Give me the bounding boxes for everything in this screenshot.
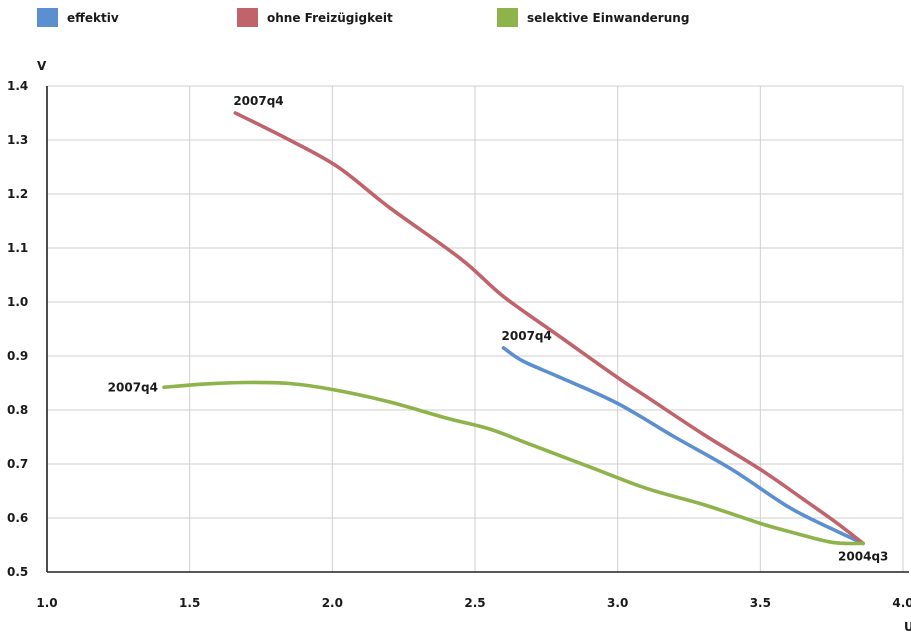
y-tick-label: 0.5 xyxy=(7,565,28,579)
y-tick-label: 1.3 xyxy=(7,133,28,147)
annotation-label: 2007q4 xyxy=(108,380,158,394)
x-tick-label: 2.0 xyxy=(322,596,343,610)
series-line-3 xyxy=(162,380,865,546)
legend-swatch xyxy=(497,8,518,27)
x-axis-label: U xyxy=(904,620,911,634)
annotation-label: 2007q4 xyxy=(233,94,283,108)
legend-label: selektive Einwanderung xyxy=(527,11,689,25)
x-tick-label: 1.0 xyxy=(36,596,57,610)
x-tick-label: 3.5 xyxy=(750,596,771,610)
x-tick-label: 1.5 xyxy=(179,596,200,610)
y-tick-label: 1.1 xyxy=(7,241,28,255)
axes: 1.0 1.5 2.0 2.5 3.0 3.5 4.0 0.5 0.6 0.7 0.8 0.9 1.0 1… xyxy=(7,79,911,610)
annotation-label: 2007q4 xyxy=(502,329,552,343)
legend-label: effektiv xyxy=(67,11,119,25)
y-tick-label: 0.8 xyxy=(7,403,28,417)
y-axis-label: V xyxy=(37,59,47,73)
legend-swatch xyxy=(237,8,258,27)
legend: effektiv ohne Freizügigkeit selektive Einw… xyxy=(37,8,689,27)
x-tick-label: 3.0 xyxy=(607,596,628,610)
x-tick-label: 2.5 xyxy=(464,596,485,610)
legend-swatch xyxy=(37,8,58,27)
y-tick-label: 0.6 xyxy=(7,511,28,525)
x-tick-label: 4.0 xyxy=(892,596,911,610)
legend-label: ohne Freizügigkeit xyxy=(267,11,393,25)
grid xyxy=(47,85,904,572)
series-line-1 xyxy=(501,346,865,546)
annotations: 2007q4 2007q4 2007q4 2004q3 xyxy=(108,94,889,563)
y-tick-label: 0.7 xyxy=(7,457,28,471)
y-tick-label: 0.9 xyxy=(7,349,28,363)
y-tick-label: 1.4 xyxy=(7,79,28,93)
y-tick-label: 1.2 xyxy=(7,187,28,201)
y-tick-label: 1.0 xyxy=(7,295,28,309)
annotation-label: 2004q3 xyxy=(838,549,888,563)
series-line-2 xyxy=(233,111,865,546)
series-layer xyxy=(162,111,865,546)
